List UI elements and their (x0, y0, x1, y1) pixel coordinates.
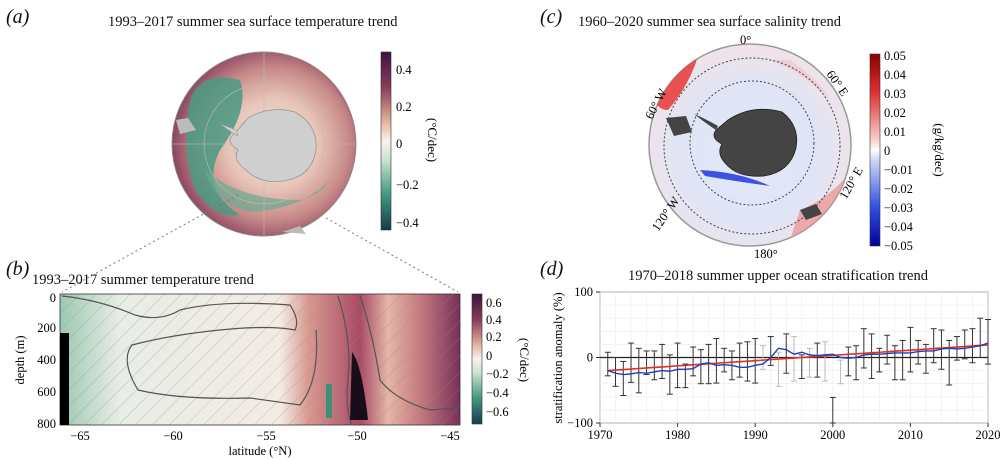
section-b-ytick: 400 (37, 353, 56, 367)
colorbar-c-tick: −0.02 (884, 182, 913, 196)
zoom-line-right (325, 217, 459, 293)
smoothed-line (607, 342, 989, 376)
colorbar-a-unit: (°C/dec) (425, 118, 440, 162)
panel-letter-b: (b) (6, 258, 30, 280)
antarctica-shape-a (229, 109, 317, 183)
section-b-xlabel: latitude (°N) (229, 444, 292, 458)
section-b (59, 293, 461, 426)
colorbar-a-tick: −0.4 (396, 216, 419, 230)
section-b-xtick: −45 (440, 429, 460, 443)
antarctica-shape-c (713, 108, 798, 177)
panel-b-title: 1993–2017 summer temperature trend (32, 272, 254, 288)
colorbar-c-tick: −0.03 (884, 201, 913, 215)
map-a (171, 51, 357, 237)
colorbar-a-ticks: 0.4 0.2 0 −0.2 −0.4 (396, 63, 419, 230)
x-tick-label: 2010 (898, 428, 923, 442)
colorbar-b-tick: −0.4 (486, 386, 509, 400)
section-b-xtick: −50 (347, 429, 367, 443)
colorbar-b (471, 293, 483, 425)
colorbar-c-tick: −0.01 (884, 163, 913, 177)
section-b-xticks: −65 −60 −55 −50 −45 (70, 429, 460, 443)
section-b-ylabel: depth (m) (13, 336, 27, 385)
panel-c-title: 1960–2020 summer sea surface salinity tr… (578, 14, 841, 30)
colorbar-b-unit: (°C/dec) (517, 338, 532, 382)
map-c-label: 180° (754, 247, 778, 261)
panel-d-title: 1970–2018 summer upper ocean stratificat… (628, 268, 928, 284)
colorbar-c-tick: 0.03 (884, 87, 906, 101)
colorbar-c-tick: 0.04 (884, 68, 907, 82)
y-tick-label: 100 (574, 285, 593, 299)
colorbar-c-tick: 0 (884, 144, 890, 158)
panel-letter-a: (a) (6, 6, 30, 28)
colorbar-a-tick: 0.2 (396, 100, 412, 114)
chart-d-ylabel: stratification anomaly (%) (551, 292, 565, 423)
colorbar-b-tick: 0.4 (486, 313, 502, 327)
section-b-ytick: 600 (37, 385, 56, 399)
colorbar-b-tick: 0 (486, 349, 492, 363)
section-b-ytick: 800 (37, 417, 56, 431)
colorbar-c-tick: 0.05 (884, 49, 906, 63)
y-tick-label: −100 (567, 416, 593, 430)
section-b-xtick: −60 (163, 429, 183, 443)
trend-line (607, 344, 989, 372)
axis-ticks: 1970 1980 1990 2000 2010 2020 −100 0 100 (567, 285, 1000, 442)
section-b-xtick: −65 (70, 429, 90, 443)
x-tick-label: 2000 (820, 428, 845, 442)
panel-a-title: 1993–2017 summer sea surface temperature… (108, 14, 398, 30)
colorbar-b-tick: 0.2 (486, 330, 502, 344)
colorbar-c-tick: −0.05 (884, 239, 913, 253)
colorbar-b-ticks: 0.6 0.4 0.2 0 −0.2 −0.4 −0.6 (486, 296, 509, 419)
section-b-ytick: 0 (50, 291, 56, 305)
zoom-line-left (61, 194, 239, 293)
error-bars (604, 317, 991, 424)
colorbar-c-tick: 0.01 (884, 125, 906, 139)
x-tick-label: 2020 (976, 428, 1001, 442)
colorbar-c (869, 53, 881, 247)
colorbar-b-tick: 0.6 (486, 296, 502, 310)
colorbar-a-tick: −0.2 (396, 178, 419, 192)
x-tick-label: 1970 (588, 428, 613, 442)
peninsula-shape-c (694, 114, 718, 130)
x-tick-label: 1990 (743, 428, 768, 442)
peninsula-shape-a (219, 123, 239, 137)
colorbar-b-tick: −0.2 (486, 367, 509, 381)
series-lines (607, 342, 989, 376)
panel-letter-d: (d) (540, 258, 564, 280)
colorbar-c-tick: −0.04 (884, 220, 914, 234)
map-c-label: 0° (740, 33, 751, 47)
section-b-yticks: 0 200 400 600 800 (37, 291, 56, 431)
stratification-chart: 1970 1980 1990 2000 2010 2020 −100 0 100 stratif… (551, 285, 1001, 442)
colorbar-c-tick: 0.02 (884, 106, 906, 120)
colorbar-a-tick: 0.4 (396, 63, 412, 77)
colorbar-a (380, 51, 392, 231)
x-tick-label: 1980 (665, 428, 690, 442)
colorbar-c-unit: (g/kg/dec) (932, 123, 947, 176)
colorbar-a-tick: 0 (396, 137, 402, 151)
panel-letter-c: (c) (540, 6, 563, 28)
section-b-ytick: 200 (37, 321, 56, 335)
colorbar-b-tick: −0.6 (486, 405, 509, 419)
colorbar-c-ticks: 0.05 0.04 0.03 0.02 0.01 0 −0.01 −0.02 −… (884, 49, 914, 253)
y-tick-label: 0 (587, 351, 593, 365)
section-b-xtick: −55 (256, 429, 276, 443)
